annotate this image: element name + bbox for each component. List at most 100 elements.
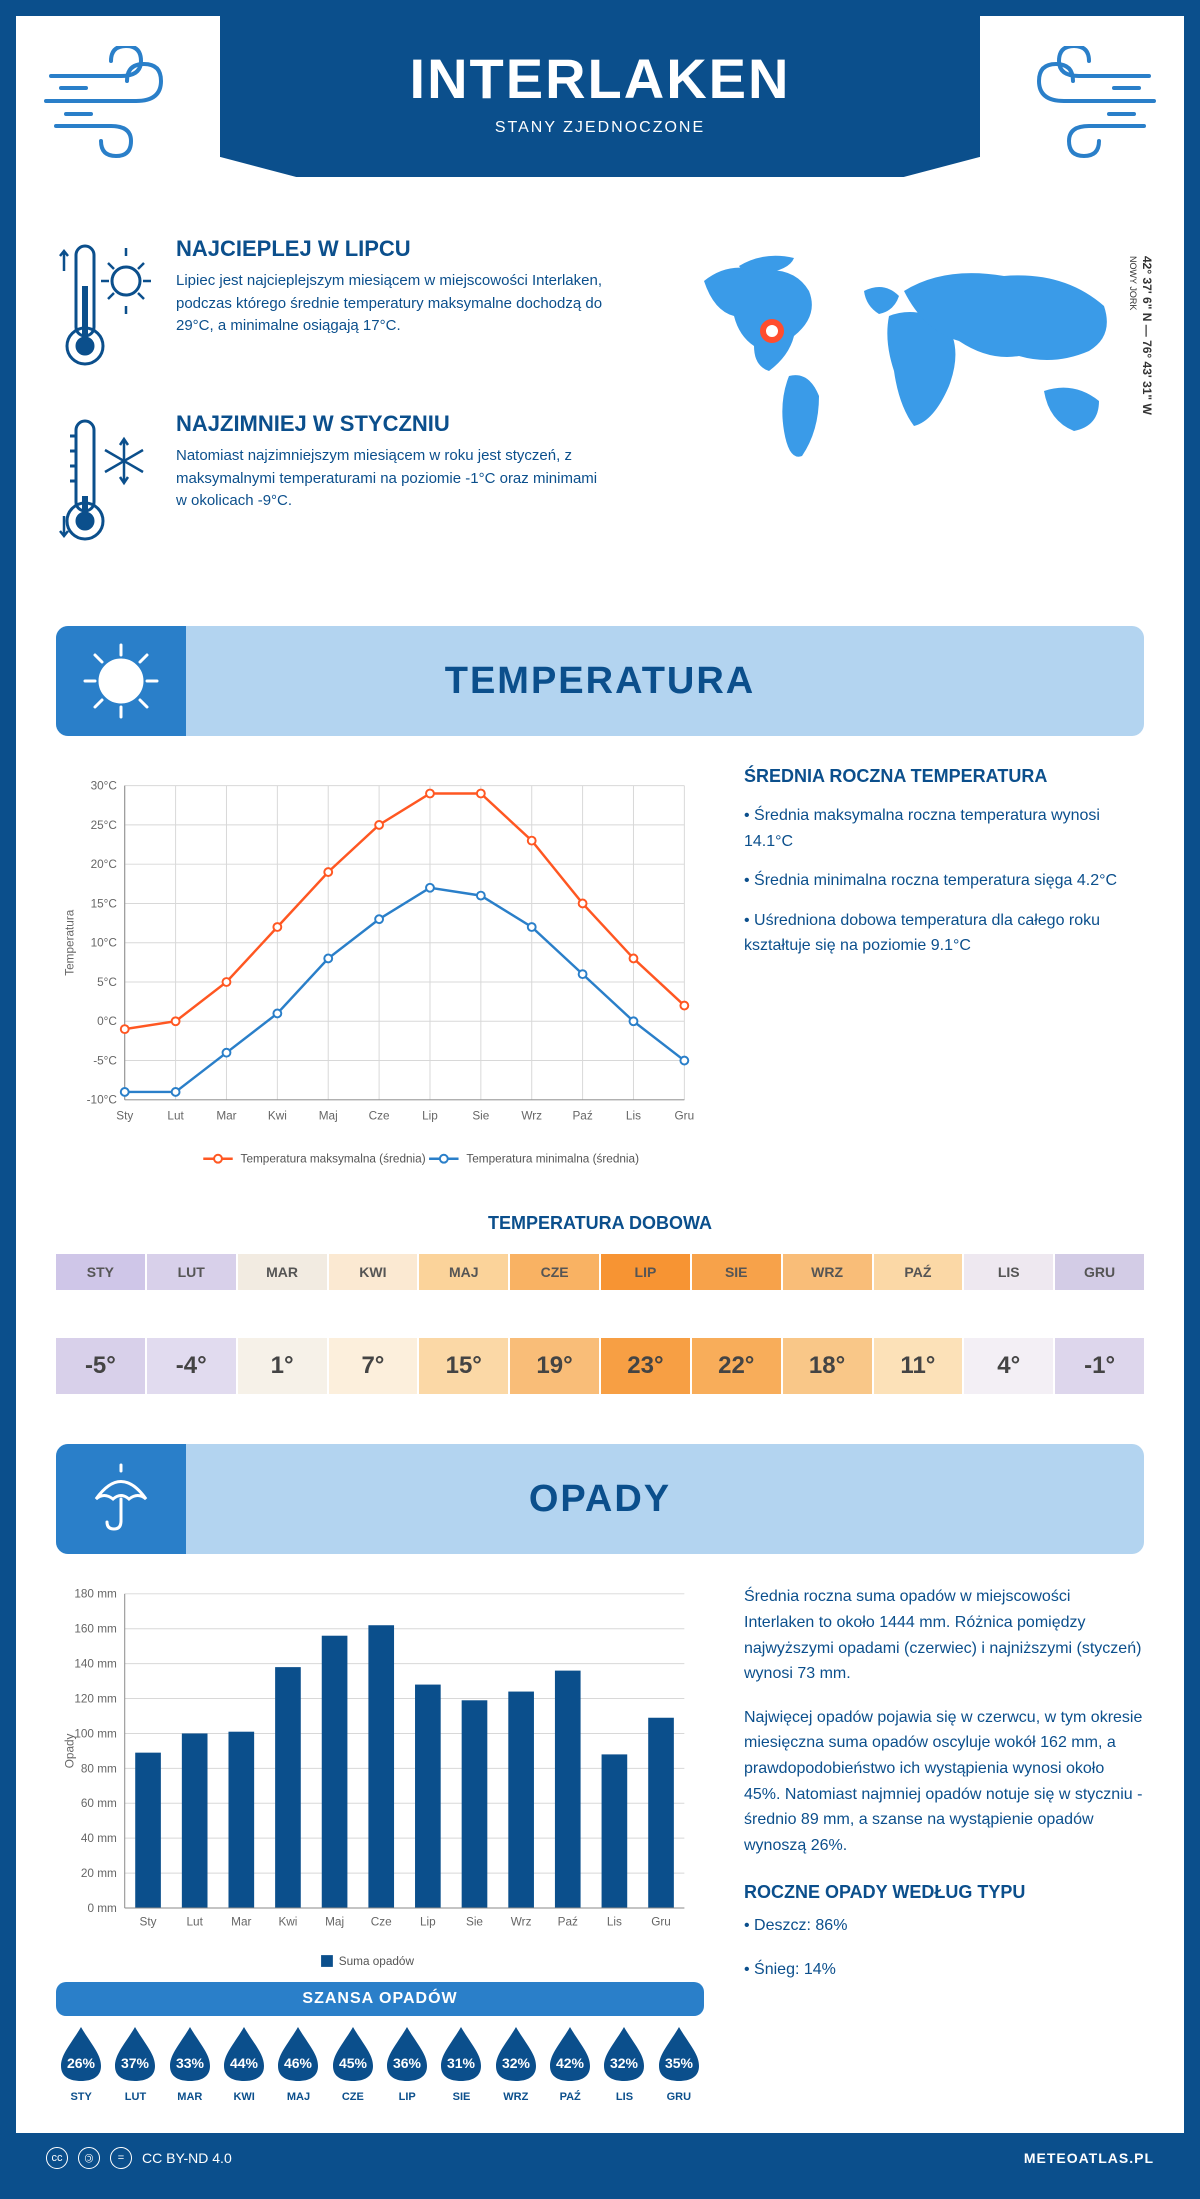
page-subtitle: STANY ZJEDNOCZONE xyxy=(220,119,979,137)
daily-month-cell: KWI xyxy=(329,1254,418,1290)
daily-temp-cell: -4° xyxy=(147,1338,236,1394)
svg-text:180 mm: 180 mm xyxy=(74,1588,117,1601)
cold-summary: NAJZIMNIEJ W STYCZNIU Natomiast najzimni… xyxy=(56,411,604,556)
daily-temp-cell: -1° xyxy=(1055,1338,1144,1394)
chance-cell: 44%KWI xyxy=(219,2024,269,2103)
precip-paragraph: Najwięcej opadów pojawia się w czerwcu, … xyxy=(744,1705,1144,1859)
svg-text:Kwi: Kwi xyxy=(268,1109,287,1122)
temp-fact: • Średnia maksymalna roczna temperatura … xyxy=(744,803,1144,854)
chance-cell: 46%MAJ xyxy=(273,2024,323,2103)
warm-heading: NAJCIEPLEJ W LIPCU xyxy=(176,236,604,262)
precip-section-header: OPADY xyxy=(56,1444,1144,1554)
chance-cell: 36%LIP xyxy=(382,2024,432,2103)
daily-temp-cell: 4° xyxy=(964,1338,1053,1394)
daily-month-cell: MAR xyxy=(238,1254,327,1290)
warm-summary: NAJCIEPLEJ W LIPCU Lipiec jest najcieple… xyxy=(56,236,604,381)
svg-text:100 mm: 100 mm xyxy=(74,1728,117,1741)
chance-heading: SZANSA OPADÓW xyxy=(56,1982,704,2016)
warm-body: Lipiec jest najcieplejszym miesiącem w m… xyxy=(176,270,604,338)
temp-fact: • Średnia minimalna roczna temperatura s… xyxy=(744,868,1144,894)
temp-title: TEMPERATURA xyxy=(445,660,756,703)
svg-text:Paź: Paź xyxy=(572,1109,592,1122)
svg-text:60 mm: 60 mm xyxy=(81,1798,117,1811)
svg-text:Lut: Lut xyxy=(186,1916,203,1929)
svg-text:Temperatura maksymalna (średni: Temperatura maksymalna (średnia) xyxy=(241,1153,426,1166)
svg-text:Mar: Mar xyxy=(231,1916,251,1929)
daily-month-cell: WRZ xyxy=(783,1254,872,1290)
svg-text:31%: 31% xyxy=(447,2055,476,2071)
svg-text:Wrz: Wrz xyxy=(521,1109,542,1122)
svg-text:25°C: 25°C xyxy=(91,819,118,832)
svg-text:32%: 32% xyxy=(502,2055,531,2071)
svg-text:80 mm: 80 mm xyxy=(81,1763,117,1776)
chance-cell: 32%LIS xyxy=(599,2024,649,2103)
daily-temp-cell: 22° xyxy=(692,1338,781,1394)
daily-temp-cell: -5° xyxy=(56,1338,145,1394)
svg-text:26%: 26% xyxy=(67,2055,96,2071)
svg-text:36%: 36% xyxy=(393,2055,422,2071)
daily-month-cell: LUT xyxy=(147,1254,236,1290)
svg-text:Cze: Cze xyxy=(369,1109,390,1122)
svg-text:0 mm: 0 mm xyxy=(87,1902,117,1915)
temperature-chart: -10°C-5°C0°C5°C10°C15°C20°C25°C30°CStyLu… xyxy=(56,766,704,1183)
temp-facts-heading: ŚREDNIA ROCZNA TEMPERATURA xyxy=(744,766,1144,787)
page-title: INTERLAKEN xyxy=(220,46,979,111)
daily-month-cell: LIP xyxy=(601,1254,690,1290)
daily-month-cell: SIE xyxy=(692,1254,781,1290)
svg-text:Kwi: Kwi xyxy=(278,1916,297,1929)
svg-text:35%: 35% xyxy=(665,2055,694,2071)
daily-month-cell: PAŹ xyxy=(874,1254,963,1290)
daily-month-cell: MAJ xyxy=(419,1254,508,1290)
chance-cell: 32%WRZ xyxy=(491,2024,541,2103)
svg-text:-5°C: -5°C xyxy=(93,1054,117,1067)
chance-cell: 37%LUT xyxy=(110,2024,160,2103)
svg-text:30°C: 30°C xyxy=(91,780,118,793)
daily-temp-row: -5°-4°1°7°15°19°23°22°18°11°4°-1° xyxy=(56,1338,1144,1394)
svg-text:Gru: Gru xyxy=(651,1916,671,1929)
svg-text:Wrz: Wrz xyxy=(511,1916,532,1929)
chance-cell: 26%STY xyxy=(56,2024,106,2103)
daily-temp-cell: 7° xyxy=(329,1338,418,1394)
svg-text:37%: 37% xyxy=(121,2055,150,2071)
svg-text:Sie: Sie xyxy=(472,1109,489,1122)
daily-temp-cell: 18° xyxy=(783,1338,872,1394)
svg-text:0°C: 0°C xyxy=(97,1015,117,1028)
daily-month-row: STYLUTMARKWIMAJCZELIPSIEWRZPAŹLISGRU xyxy=(56,1254,1144,1290)
world-map: 42° 37' 6" N — 76° 43' 31" W NOWY JORK xyxy=(644,236,1144,586)
svg-text:160 mm: 160 mm xyxy=(74,1623,117,1636)
chance-cell: 42%PAŹ xyxy=(545,2024,595,2103)
svg-text:Opady: Opady xyxy=(64,1734,77,1769)
chance-cell: 35%GRU xyxy=(654,2024,704,2103)
chance-cell: 31%SIE xyxy=(436,2024,486,2103)
daily-temp-cell: 1° xyxy=(238,1338,327,1394)
daily-heading: TEMPERATURA DOBOWA xyxy=(56,1213,1144,1234)
svg-text:Lip: Lip xyxy=(420,1916,436,1929)
svg-text:Temperatura: Temperatura xyxy=(64,909,77,976)
svg-text:Gru: Gru xyxy=(675,1109,695,1122)
svg-text:Mar: Mar xyxy=(216,1109,236,1122)
svg-text:-10°C: -10°C xyxy=(87,1094,118,1107)
precipitation-chart: 0 mm20 mm40 mm60 mm80 mm100 mm120 mm140 … xyxy=(56,1584,704,1977)
daily-temp-cell: 19° xyxy=(510,1338,599,1394)
header-banner: INTERLAKEN STANY ZJEDNOCZONE xyxy=(220,16,979,157)
daily-month-cell: GRU xyxy=(1055,1254,1144,1290)
svg-text:140 mm: 140 mm xyxy=(74,1658,117,1671)
svg-text:44%: 44% xyxy=(230,2055,259,2071)
precip-title: OPADY xyxy=(529,1478,671,1521)
svg-text:Sie: Sie xyxy=(466,1916,483,1929)
svg-text:42%: 42% xyxy=(556,2055,585,2071)
svg-text:46%: 46% xyxy=(284,2055,313,2071)
daily-month-cell: CZE xyxy=(510,1254,599,1290)
svg-text:Cze: Cze xyxy=(371,1916,392,1929)
precip-facts: Średnia roczna suma opadów w miejscowośc… xyxy=(744,1584,1144,2103)
daily-month-cell: STY xyxy=(56,1254,145,1290)
svg-text:40 mm: 40 mm xyxy=(81,1832,117,1845)
coordinates: 42° 37' 6" N — 76° 43' 31" W NOWY JORK xyxy=(1126,256,1154,415)
svg-text:Maj: Maj xyxy=(325,1916,344,1929)
svg-text:45%: 45% xyxy=(339,2055,368,2071)
svg-text:33%: 33% xyxy=(176,2055,205,2071)
svg-text:Sty: Sty xyxy=(140,1916,157,1929)
thermometer-hot-icon xyxy=(56,236,156,376)
header: INTERLAKEN STANY ZJEDNOCZONE xyxy=(16,16,1184,196)
svg-text:5°C: 5°C xyxy=(97,976,117,989)
